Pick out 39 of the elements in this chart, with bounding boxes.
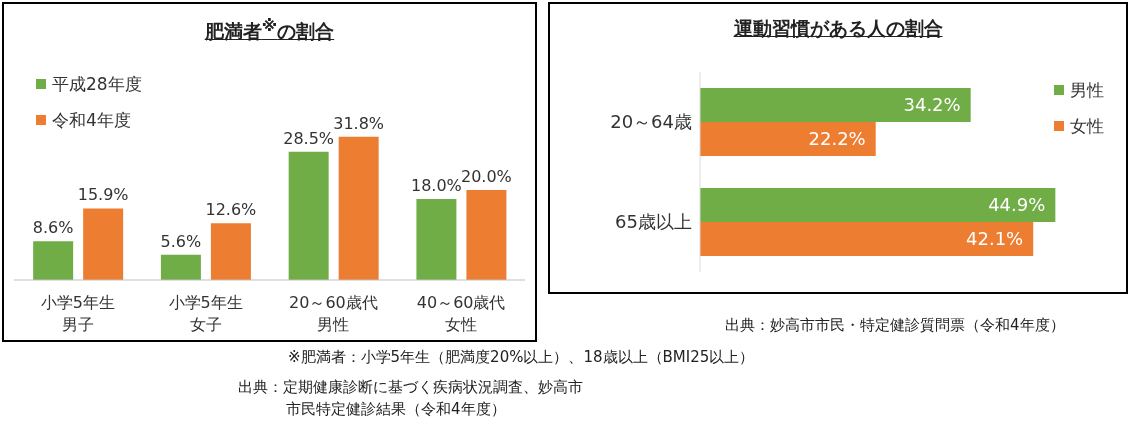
chart-title: 肥満者$^{※}$の割合	[203, 16, 336, 45]
legend-label: 平成28年度	[52, 72, 142, 96]
data-label: 44.9%	[988, 194, 1046, 216]
x-tick-label: 40～60歳代 女性	[416, 293, 506, 334]
source-note: 出典：妙高市市民・特定健診質問票（令和4年度）	[725, 315, 1065, 336]
data-label: 15.9%	[77, 185, 129, 205]
bar	[700, 188, 1056, 222]
bar	[288, 151, 329, 280]
chart-title: 運動習慣がある人の割合	[732, 16, 944, 41]
bar	[416, 198, 457, 280]
source-note: 出典：定期健康診断に基づく疾病状況調査、妙高市市民特定健診結果（令和4年度）	[238, 377, 584, 420]
x-tick-label: 20～60歳代 男性	[289, 293, 378, 334]
data-label: 22.2%	[808, 128, 866, 150]
data-label: 28.5%	[283, 128, 335, 148]
legend-label: 令和4年度	[52, 108, 131, 132]
legend-label: 女性	[1070, 114, 1104, 138]
bar	[466, 189, 507, 280]
y-tick-label: 20～64歳	[610, 111, 692, 133]
text: ※肥満者：小学5年生（肥満度20%以上）、18歳以上（BMI25以上）	[288, 347, 755, 368]
x-tick-label: 小学5年生男子	[40, 293, 115, 334]
bar	[700, 222, 1034, 256]
bar	[338, 136, 379, 280]
data-label: 20.0%	[461, 166, 512, 186]
bar	[210, 223, 251, 280]
data-label: 34.2%	[903, 94, 961, 116]
data-label: 5.6%	[160, 231, 202, 251]
x-tick-label: 小学5年生女子	[168, 293, 243, 334]
data-label: 12.6%	[205, 200, 257, 220]
data-label: 8.6%	[32, 218, 74, 238]
data-label: 31.8%	[333, 113, 385, 133]
bar	[700, 122, 876, 156]
data-label: 18.0%	[411, 175, 462, 195]
data-label: 42.1%	[966, 228, 1024, 250]
bar	[700, 88, 971, 122]
y-tick-label: 65歳以上	[615, 211, 692, 233]
legend-label: 男性	[1070, 78, 1104, 102]
bar	[33, 241, 74, 280]
bar	[160, 254, 201, 280]
bar	[83, 208, 124, 280]
